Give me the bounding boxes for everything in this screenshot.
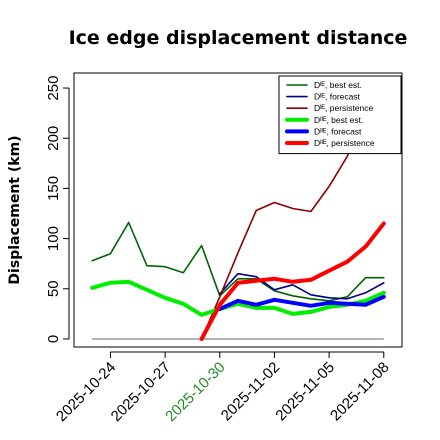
legend-label-3: Dᴵᴵᴱ, best est.	[314, 115, 363, 125]
y-tick-label: 50	[45, 280, 62, 297]
y-tick-label: 250	[45, 76, 62, 101]
series-line-0	[91, 221, 385, 302]
series-line-3	[90, 279, 386, 317]
legend-label-2: Dᴵᴱ, persistence	[314, 103, 374, 113]
y-tick-label: 150	[45, 176, 62, 201]
chart-title: Ice edge displacement distance	[69, 27, 408, 49]
series-line-4	[217, 294, 386, 311]
legend-label-4: Dᴵᴵᴱ, forecast	[314, 126, 362, 136]
x-tick-label: 2025-11-08	[327, 359, 392, 424]
y-tick-label: 200	[45, 126, 62, 151]
legend-label-5: Dᴵᴵᴱ, persistence	[314, 138, 375, 148]
legend-label-1: Dᴵᴱ, forecast	[314, 92, 361, 102]
plot-area	[73, 72, 403, 348]
x-tick-label: 2025-10-30	[162, 359, 228, 425]
x-axis: 2025-10-242025-10-272025-10-302025-11-02…	[53, 351, 393, 425]
legend-box	[278, 75, 402, 155]
series-line-1	[219, 272, 385, 300]
series-line-5	[199, 221, 386, 341]
y-axis-label: Displacement (km)	[7, 135, 23, 284]
y-axis: 0 50 100 150 200 250	[45, 76, 70, 343]
legend-label-0: Dᴵᴱ, best est.	[314, 80, 362, 90]
y-tick-label: 100	[45, 226, 62, 251]
y-tick-label: 0	[45, 335, 62, 343]
